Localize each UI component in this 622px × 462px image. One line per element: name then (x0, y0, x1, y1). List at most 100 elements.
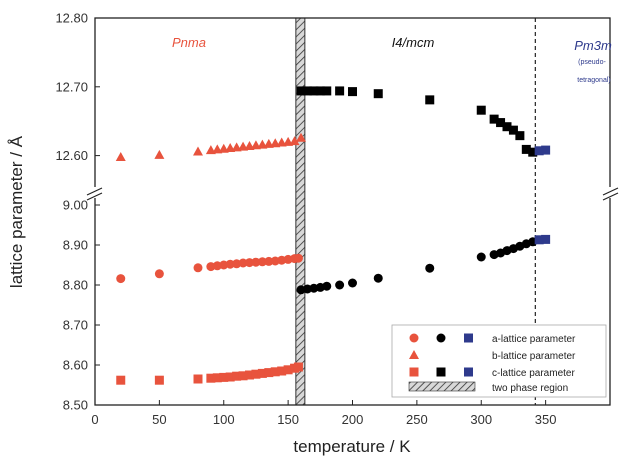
point-a-i4mcm (335, 280, 345, 290)
point-c-i4mcm (335, 86, 345, 96)
point-c-pnma (206, 373, 216, 383)
legend-marker-a-pnma (409, 333, 419, 343)
point-c-pnma (245, 370, 254, 380)
x-axis-title: temperature / K (293, 437, 411, 456)
point-a-pm3m (541, 234, 551, 244)
phase-note-pm3m-2: tetragonal) (577, 77, 610, 84)
legend-entry-b: b-lattice parameter (492, 351, 576, 362)
y-tick-label: 9.00 (63, 198, 88, 213)
point-c-i4mcm (496, 118, 506, 128)
point-c-pnma (225, 372, 235, 382)
point-c-pnma (264, 368, 274, 378)
legend-marker-two-phase (408, 381, 476, 392)
legend-entry-two-phase: two phase region (492, 383, 568, 394)
point-b-pnma (296, 132, 306, 142)
point-c-pnma (251, 369, 261, 379)
x-tick-label: 350 (535, 412, 557, 427)
legend-entry-a: a-lattice parameter (492, 334, 576, 345)
point-c-i4mcm (528, 147, 538, 157)
x-tick-label: 0 (91, 412, 98, 427)
point-c-pnma (154, 375, 164, 385)
point-c-i4mcm (373, 89, 383, 99)
point-a-i4mcm (348, 278, 357, 288)
point-a-pnma (251, 257, 261, 267)
point-c-i4mcm (425, 95, 435, 105)
y-tick-label: 12.60 (55, 148, 88, 163)
y-axis-title: lattice parameter / Å (7, 135, 26, 288)
axis-ticks: 0 50 100 150 200 250 300 350 12.60 12.70 12.80 8.50… (55, 11, 556, 428)
point-b-pnma (289, 136, 300, 146)
point-c-pnma (270, 367, 280, 377)
legend-marker-c-pm3m (464, 367, 473, 377)
x-tick-label: 150 (277, 412, 299, 427)
point-a-pm3m (541, 145, 551, 155)
legend-marker-a-pm3m (464, 333, 473, 343)
legend: a-lattice parameter b-lattice parameter … (391, 324, 607, 398)
x-tick-label: 300 (470, 412, 492, 427)
x-tick-label: 100 (213, 412, 235, 427)
point-c-i4mcm (348, 87, 357, 97)
point-c-i4mcm (302, 86, 312, 96)
legend-entry-c: c-lattice parameter (492, 368, 575, 379)
point-c-pnma (277, 366, 287, 376)
point-c-i4mcm (315, 86, 325, 96)
point-a-pnma (264, 256, 274, 266)
point-c-pnma (116, 375, 126, 385)
point-c-pnma (212, 373, 222, 383)
y-tick-label: 8.50 (63, 398, 88, 413)
point-c-i4mcm (309, 86, 319, 96)
point-a-pnma (257, 257, 267, 267)
x-tick-label: 50 (152, 412, 166, 427)
point-c-pnma (257, 368, 267, 378)
point-c-pnma (232, 371, 242, 381)
point-a-pnma (116, 274, 126, 284)
point-a-pnma (154, 269, 164, 279)
point-c-i4mcm (322, 86, 332, 96)
point-b-pnma (115, 151, 126, 161)
axis-break-left (86, 187, 103, 201)
point-a-pm3m (534, 146, 544, 156)
axis-break-right (602, 187, 619, 201)
point-c-pnma (293, 362, 303, 372)
legend-marker-c-pnma (409, 367, 419, 377)
point-a-pnma (193, 263, 203, 273)
point-a-i4mcm (425, 263, 435, 273)
point-c-i4mcm (502, 122, 512, 132)
y-tick-label: 12.80 (55, 11, 88, 26)
point-a-i4mcm (373, 273, 383, 283)
point-c-i4mcm (508, 125, 518, 135)
point-a-pm3m (534, 235, 544, 245)
y-tick-label: 12.70 (55, 79, 88, 94)
point-b-pnma (154, 149, 165, 159)
point-a-pnma (293, 253, 303, 263)
point-c-pnma (283, 365, 293, 375)
point-c-pnma (238, 371, 248, 381)
point-a-pnma (245, 258, 254, 268)
y-tick-label: 8.60 (63, 358, 88, 373)
point-a-pnma (238, 258, 248, 268)
y-tick-label: 8.80 (63, 278, 88, 293)
phase-note-pm3m-1: (pseudo- (578, 59, 606, 66)
x-tick-label: 250 (406, 412, 428, 427)
phase-label-pnma: Pnma (172, 35, 206, 50)
point-c-i4mcm (521, 144, 531, 154)
point-c-pnma (219, 372, 229, 382)
point-b-pnma (193, 146, 203, 156)
two-phase-region-band (295, 17, 306, 406)
y-tick-label: 8.90 (63, 238, 88, 253)
x-tick-label: 200 (342, 412, 364, 427)
legend-marker-b-pnma (409, 350, 419, 359)
phase-label-i4mcm: I4/mcm (392, 35, 435, 50)
point-c-i4mcm (515, 131, 525, 141)
legend-marker-c-i4mcm (436, 367, 446, 377)
phase-label-pm3m: Pm3m (574, 38, 612, 53)
point-a-pnma (225, 259, 235, 269)
point-c-i4mcm (476, 105, 486, 115)
data-marks (115, 86, 551, 385)
point-c-i4mcm (296, 86, 306, 96)
point-c-i4mcm (489, 114, 499, 124)
legend-marker-a-i4mcm (436, 333, 446, 343)
y-tick-label: 8.70 (63, 318, 88, 333)
point-c-pnma (193, 374, 203, 384)
